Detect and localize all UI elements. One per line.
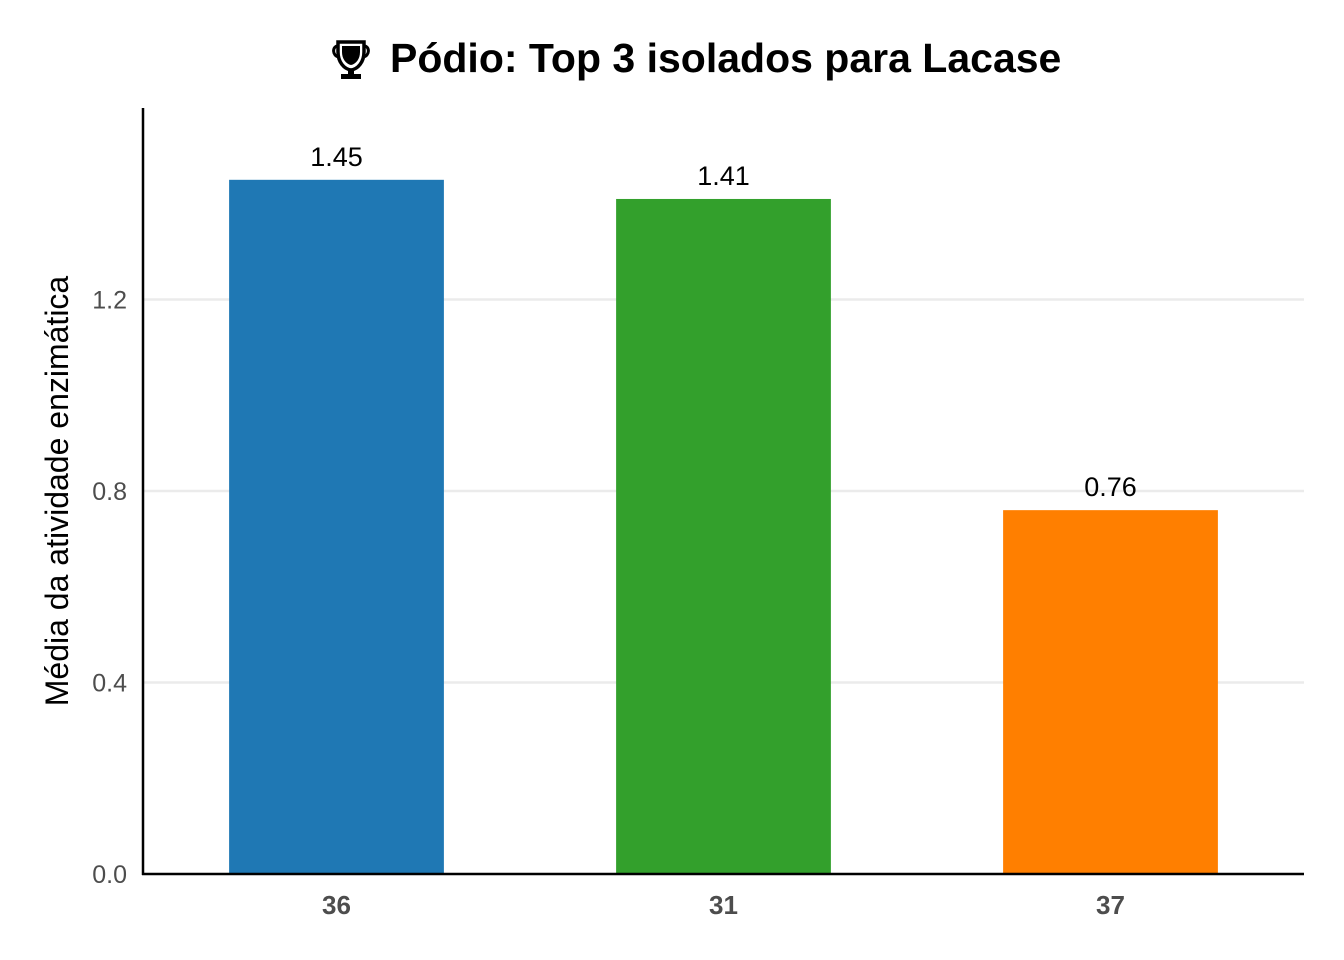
y-tick-label: 0.8: [92, 478, 127, 506]
bar-37: [1003, 510, 1218, 874]
x-tick-label-36: 36: [322, 890, 351, 920]
x-tick-labels: 36 31 37: [322, 890, 1125, 920]
y-tick-labels: 0.0 0.4 0.8 1.2: [92, 287, 127, 890]
value-label-31: 1.41: [697, 161, 750, 191]
y-tick-label: 0.0: [92, 861, 127, 889]
chart-title: Pódio: Top 3 isolados para Lacase: [390, 35, 1061, 81]
y-tick-label: 0.4: [92, 670, 127, 698]
bars: [229, 179, 1218, 874]
value-labels: 1.45 1.41 0.76: [310, 142, 1137, 502]
y-tick-label: 1.2: [92, 287, 127, 315]
x-tick-label-37: 37: [1096, 890, 1125, 920]
chart-title-group: Pódio: Top 3 isolados para Lacase: [332, 35, 1061, 81]
bar-36: [229, 179, 444, 874]
x-tick-label-31: 31: [709, 890, 738, 920]
value-label-37: 0.76: [1084, 472, 1137, 502]
bar-31: [616, 198, 831, 874]
trophy-icon: [332, 40, 370, 79]
y-axis-label: Média da atividade enzimática: [39, 276, 75, 707]
value-label-36: 1.45: [310, 142, 363, 172]
